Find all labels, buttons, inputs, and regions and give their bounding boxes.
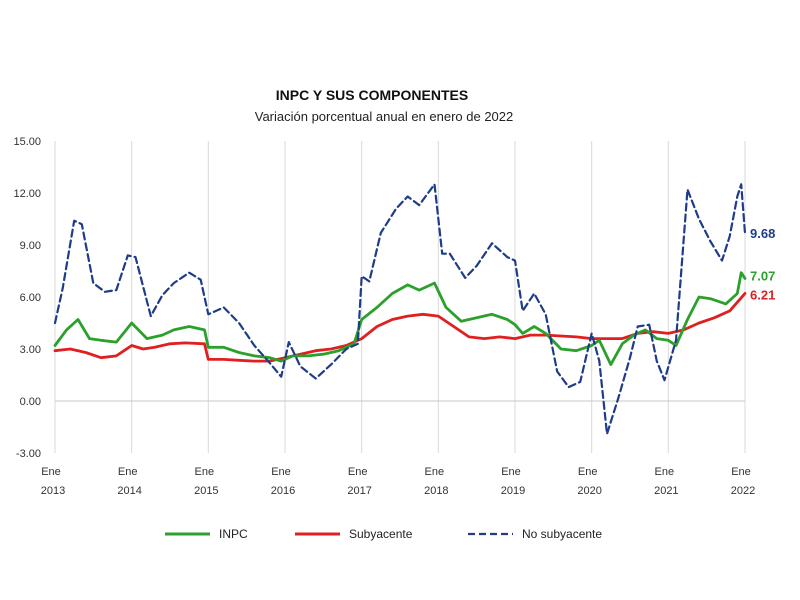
x-tick-label-year: 2020 <box>577 485 601 497</box>
y-axis: 15.00 12.00 9.00 6.00 3.00 0.00 -3.00 <box>13 136 41 460</box>
y-tick-label: 6.00 <box>20 292 41 304</box>
x-tick-label-month: Ene <box>655 466 675 478</box>
end-label-subyacente: 6.21 <box>750 287 775 302</box>
x-tick-label-year: 2013 <box>41 485 65 497</box>
y-tick-label: -3.00 <box>16 448 41 460</box>
series-lines <box>53 183 747 435</box>
x-tick-label-month: Ene <box>578 466 598 478</box>
x-tick-label-year: 2014 <box>117 485 141 497</box>
end-label-inpc: 7.07 <box>750 268 775 283</box>
x-tick-label-month: Ene <box>731 466 751 478</box>
x-tick-label-month: Ene <box>271 466 291 478</box>
legend-label: Subyacente <box>349 527 413 541</box>
x-tick-label-year: 2019 <box>501 485 525 497</box>
x-tick-label-month: Ene <box>425 466 445 478</box>
chart-subtitle: Variación porcentual anual en enero de 2… <box>255 109 514 124</box>
chart-title: INPC Y SUS COMPONENTES <box>276 87 468 103</box>
x-tick-label-month: Ene <box>195 466 215 478</box>
series-line-no-subyacente <box>53 183 747 435</box>
legend-label: INPC <box>219 527 248 541</box>
x-tick-label-year: 2018 <box>424 485 448 497</box>
x-tick-label-year: 2016 <box>271 485 295 497</box>
x-tick-label-month: Ene <box>41 466 61 478</box>
y-tick-label: 15.00 <box>13 136 41 148</box>
y-tick-label: 0.00 <box>20 396 41 408</box>
x-tick-label-year: 2022 <box>731 485 755 497</box>
x-tick-label-month: Ene <box>118 466 138 478</box>
series-line-subyacente <box>53 292 747 363</box>
y-tick-label: 3.00 <box>20 344 41 356</box>
end-labels: 7.07 6.21 9.68 <box>750 226 775 302</box>
x-tick-label-month: Ene <box>348 466 368 478</box>
y-tick-label: 9.00 <box>20 240 41 252</box>
x-tick-label-month: Ene <box>501 466 521 478</box>
end-label-no-subyacente: 9.68 <box>750 226 775 241</box>
x-tick-label-year: 2017 <box>347 485 371 497</box>
legend: INPC Subyacente No subyacente <box>165 527 602 541</box>
x-tick-label-year: 2021 <box>654 485 678 497</box>
x-tick-label-year: 2015 <box>194 485 218 497</box>
series-line-inpc <box>53 271 747 366</box>
grid <box>54 141 746 453</box>
legend-label: No subyacente <box>522 527 602 541</box>
y-tick-label: 12.00 <box>13 188 41 200</box>
x-axis: Ene 2013 Ene 2014 Ene 2015 Ene 2016 Ene 2017 Ene 20… <box>41 466 755 497</box>
